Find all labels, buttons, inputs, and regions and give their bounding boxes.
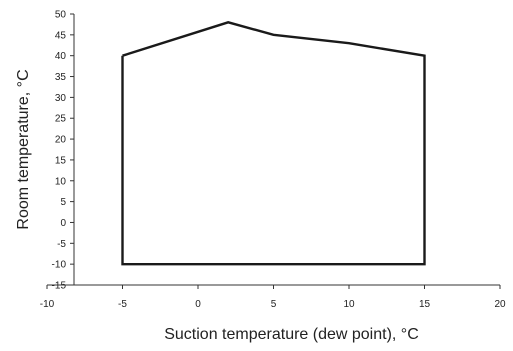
x-tick-label: 5 xyxy=(271,299,277,310)
y-tick-label: 25 xyxy=(55,114,67,125)
series-group xyxy=(121,21,426,266)
y-tick-label: 20 xyxy=(55,135,67,146)
x-tick-label: 15 xyxy=(419,299,431,310)
y-tick-label: 5 xyxy=(60,197,66,208)
y-tick-label: 15 xyxy=(55,155,67,166)
x-axis-title: Suction temperature (dew point), °C xyxy=(164,326,419,343)
y-tick-label: -5 xyxy=(57,239,66,250)
y-tick-label: 0 xyxy=(60,218,66,229)
y-axis: -15 -10 -5 0 5 10 15 20 25 30 35 40 45 50 xyxy=(52,10,75,292)
x-tick-label: -10 xyxy=(40,299,55,310)
y-tick-label: 50 xyxy=(55,10,67,21)
y-tick-label: 40 xyxy=(55,51,67,62)
x-tick-label: 20 xyxy=(494,299,506,310)
x-tick-label: 10 xyxy=(343,299,355,310)
y-tick-label: -15 xyxy=(52,281,67,292)
y-axis-title: Room temperature, °C xyxy=(15,69,32,229)
envelope-line-0 xyxy=(121,21,426,266)
y-tick-label: -10 xyxy=(52,260,67,271)
x-tick-label: 0 xyxy=(195,299,201,310)
y-tick-label: 10 xyxy=(55,176,67,187)
x-axis: -10 -5 0 5 10 15 20 xyxy=(40,284,506,310)
x-tick-label: -5 xyxy=(118,299,127,310)
y-tick-label: 30 xyxy=(55,93,67,104)
y-tick-label: 45 xyxy=(55,30,67,41)
y-tick-label: 35 xyxy=(55,72,67,83)
